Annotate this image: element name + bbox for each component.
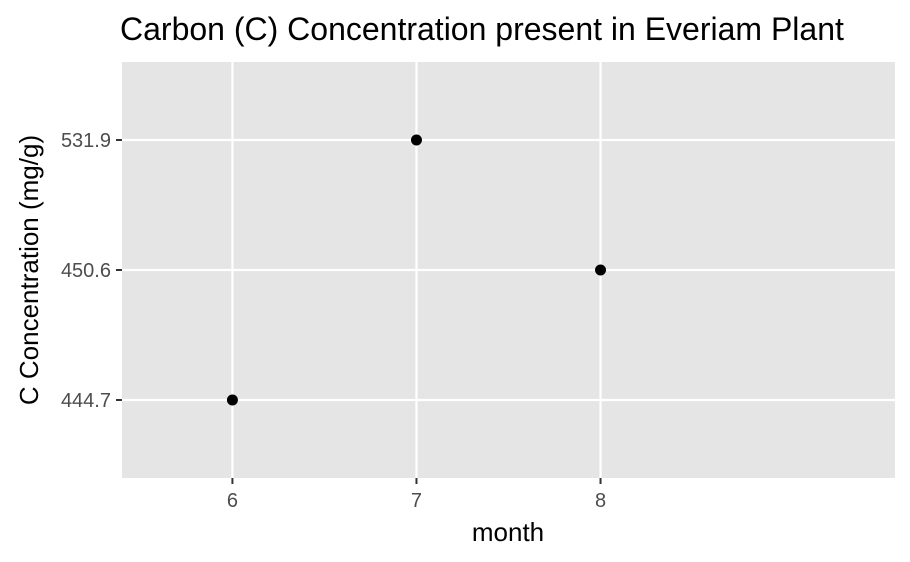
axis-ticks: 6 7 8 444.7 450.6 531.9 (61, 130, 606, 512)
x-tick-label: 6 (227, 490, 238, 512)
data-point (410, 134, 422, 146)
data-point (226, 394, 238, 406)
y-tick-label: 450.6 (61, 260, 111, 282)
x-tick-label: 8 (595, 490, 606, 512)
data-points (226, 134, 607, 406)
y-tick-label: 444.7 (61, 390, 111, 412)
x-tick-label: 7 (411, 490, 422, 512)
chart-title: Carbon (C) Concentration present in Ever… (120, 11, 844, 47)
x-axis-title: month (472, 517, 544, 547)
y-axis-title: C Concentration (mg/g) (14, 135, 44, 405)
y-tick-label: 531.9 (61, 130, 111, 152)
data-point (595, 264, 607, 276)
